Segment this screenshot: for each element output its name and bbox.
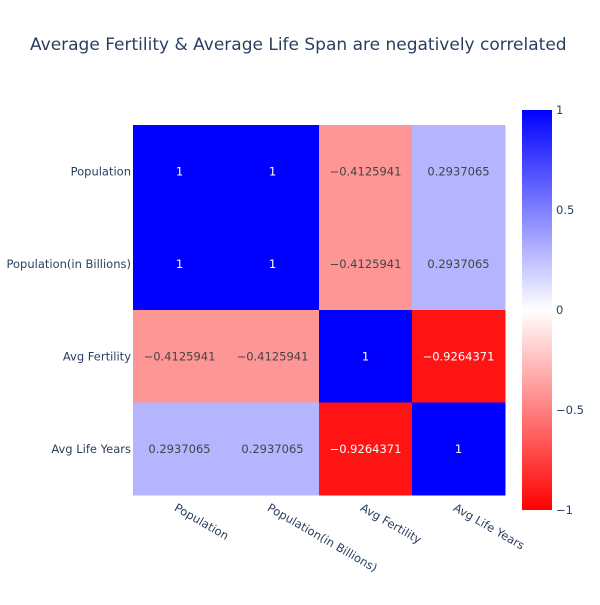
colorbar-gradient — [522, 110, 552, 510]
heatmap-cell — [226, 217, 320, 311]
heatmap-cell — [133, 402, 227, 496]
y-tick-label: Avg Fertility — [63, 349, 131, 363]
cell-value-label: 1 — [455, 442, 462, 456]
heatmap-cell — [412, 310, 506, 403]
cell-value-label: 1 — [362, 349, 369, 363]
heatmap-cell — [133, 310, 227, 403]
cell-value-label: −0.4125941 — [330, 257, 402, 271]
heatmap-cell — [226, 310, 320, 403]
cell-value-label: −0.9264371 — [423, 349, 495, 363]
heatmap-cell — [412, 402, 506, 496]
y-tick-label: Population — [71, 164, 131, 178]
heatmap-cell — [319, 125, 413, 218]
heatmap-cell — [319, 310, 413, 403]
cell-value-label: 1 — [269, 257, 276, 271]
x-tick-label: Population — [172, 500, 231, 542]
colorbar-tick-label: 0 — [556, 303, 563, 317]
cell-value-label: 1 — [269, 164, 276, 178]
colorbar-tick-label: 1 — [556, 103, 563, 117]
cell-value-label: 0.2937065 — [427, 257, 489, 271]
colorbar-tick-label: 0.5 — [556, 203, 574, 217]
heatmap-cell — [133, 217, 227, 311]
heatmap-cell — [412, 217, 506, 311]
heatmap-cell — [226, 125, 320, 218]
colorbar-tick-label: −0.5 — [556, 403, 584, 417]
heatmap-cell — [319, 402, 413, 496]
colorbar: 1 0.5 0 −0.5 −1 — [522, 103, 584, 517]
heatmap-cell-labels: 1 1 −0.4125941 0.2937065 1 1 −0.4125941 0.29370… — [144, 164, 495, 456]
cell-value-label: 1 — [176, 164, 183, 178]
x-tick-label: Avg Life Years — [451, 500, 527, 552]
y-tick-label: Population(in Billions) — [6, 257, 131, 271]
chart-title: Average Fertility & Average Life Span ar… — [30, 35, 567, 55]
cell-value-label: 1 — [176, 257, 183, 271]
cell-value-label: −0.4125941 — [237, 349, 309, 363]
y-axis-ticks: Population Population(in Billions) Avg Fer… — [6, 164, 131, 456]
heatmap-cells — [133, 125, 506, 496]
heatmap-cell — [412, 125, 506, 218]
y-tick-label: Avg Life Years — [51, 442, 131, 456]
cell-value-label: −0.4125941 — [330, 164, 402, 178]
cell-value-label: −0.9264371 — [330, 442, 402, 456]
cell-value-label: 0.2937065 — [427, 164, 489, 178]
x-axis-ticks: Population Population(in Billions)Avg Fer… — [172, 500, 527, 574]
cell-value-label: 0.2937065 — [241, 442, 303, 456]
cell-value-label: 0.2937065 — [148, 442, 210, 456]
x-tick-label: Avg Fertility — [358, 500, 424, 546]
heatmap-cell — [319, 217, 413, 311]
heatmap-cell — [133, 125, 227, 218]
colorbar-tick-label: −1 — [556, 503, 573, 517]
heatmap-cell — [226, 402, 320, 496]
cell-value-label: −0.4125941 — [144, 349, 216, 363]
